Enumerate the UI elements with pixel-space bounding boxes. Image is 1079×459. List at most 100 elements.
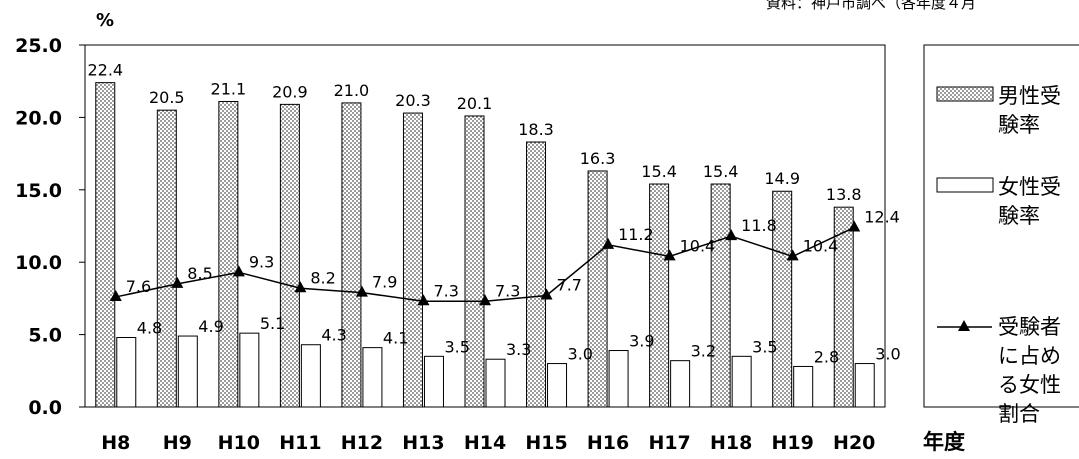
ratio-marker [109, 289, 122, 301]
ratio-marker [232, 265, 245, 277]
legend-frame [923, 44, 1079, 408]
ratio-marker [663, 249, 676, 261]
x-tick-label: H20 [833, 432, 875, 454]
ratio-value-label: 10.4 [680, 236, 716, 255]
ratio-value-label: 8.2 [310, 268, 335, 287]
male-bar [341, 102, 362, 408]
female-value-label: 3.3 [506, 340, 531, 359]
source-note: 資料：神戸市調べ（各年度４月 [766, 0, 976, 12]
x-tick-label: H13 [402, 432, 444, 454]
female-value-label: 4.3 [321, 326, 346, 345]
male-bar [95, 82, 116, 408]
female-value-label: 4.1 [383, 329, 408, 348]
plot-area [84, 44, 886, 408]
male-bar [526, 141, 547, 408]
ratio-value-label: 7.7 [557, 276, 582, 295]
female-value-label: 3.5 [752, 337, 777, 356]
female-bar [793, 365, 814, 408]
male-value-label: 16.3 [580, 149, 616, 168]
x-tick-label: H14 [464, 432, 506, 454]
ratio-value-label: 7.9 [372, 273, 397, 292]
legend-label-ratio: 受験者に占める女性割合 [998, 315, 1061, 426]
y-unit-label: % [96, 10, 114, 31]
data-labels: 22.4 20.5 21.1 20.9 21.0 20.3 20.1 18.3 16.3 15.4… [87, 61, 900, 367]
female-bar [362, 347, 383, 408]
male-value-label: 15.4 [703, 162, 739, 181]
ratio-value-label: 8.5 [187, 264, 212, 283]
male-value-label: 20.3 [395, 91, 431, 110]
ratio-value-label: 10.4 [803, 236, 839, 255]
y-axis: 0.0 5.0 10.0 15.0 20.0 25.0 [15, 35, 85, 419]
legend-label-female: 女性受験率 [998, 175, 1061, 228]
x-axis: H8 H9 H10 H11 H12 H13 H14 H15 H16 H17 H18 H19 H20 [101, 432, 875, 454]
female-bars [116, 332, 875, 408]
x-tick-label: H19 [772, 432, 814, 454]
legend: 男性受験率 女性受験率 受験者に占める女性割合 [923, 44, 1079, 426]
female-bar [239, 332, 260, 408]
ratio-value-label: 9.3 [249, 252, 274, 271]
male-value-label: 21.1 [211, 79, 247, 98]
ratio-marker [294, 281, 307, 293]
y-tick-label: 20.0 [15, 107, 62, 129]
ratio-value-label: 7.6 [126, 277, 151, 296]
female-bar [485, 358, 506, 408]
ratio-marker [355, 285, 368, 297]
female-bar [731, 355, 752, 408]
ratio-marker [602, 237, 615, 249]
female-bar [608, 350, 629, 408]
legend-label-male: 男性受験率 [998, 84, 1061, 137]
female-value-label: 4.8 [137, 318, 162, 337]
x-tick-label: H15 [525, 432, 567, 454]
ratio-marker [540, 288, 553, 300]
ratio-marker [725, 229, 738, 241]
male-bars [95, 82, 854, 408]
legend-swatch-female [936, 177, 994, 193]
female-bar [670, 360, 691, 408]
male-value-label: 13.8 [826, 185, 862, 204]
male-value-label: 20.1 [457, 94, 493, 113]
female-ratio-line [109, 220, 861, 306]
male-value-label: 14.9 [764, 169, 800, 188]
female-bar [177, 335, 198, 408]
legend-swatch-male [936, 86, 994, 102]
female-value-label: 4.9 [198, 317, 223, 336]
female-value-label: 3.9 [629, 332, 654, 351]
x-tick-label: H11 [279, 432, 321, 454]
female-value-label: 3.0 [875, 345, 900, 364]
x-tick-label: H9 [163, 432, 192, 454]
male-value-label: 20.9 [272, 82, 308, 101]
male-value-label: 22.4 [87, 61, 123, 80]
ratio-marker [417, 294, 430, 306]
female-bar [547, 363, 568, 408]
male-bar [464, 115, 485, 408]
x-tick-label: H12 [341, 432, 383, 454]
female-value-label: 3.0 [568, 345, 593, 364]
ratio-value-label: 11.2 [618, 225, 654, 244]
female-value-label: 3.2 [691, 342, 716, 361]
male-bar [772, 190, 793, 408]
male-bar [218, 100, 239, 408]
male-bar [156, 109, 177, 408]
male-bar [710, 183, 731, 408]
male-bar [587, 170, 608, 408]
male-value-label: 18.3 [518, 120, 554, 139]
male-bar [402, 112, 423, 408]
ratio-value-label: 11.8 [741, 216, 777, 235]
male-value-label: 21.0 [334, 81, 370, 100]
ratio-marker [479, 294, 491, 306]
ratio-marker [171, 276, 184, 288]
y-tick-label: 15.0 [15, 180, 62, 202]
male-bar [833, 206, 854, 408]
ratio-marker [786, 249, 799, 261]
female-value-label: 5.1 [260, 314, 285, 333]
x-tick-label: H10 [218, 432, 260, 454]
female-value-label: 2.8 [814, 347, 839, 366]
x-axis-title: 年度 [923, 430, 965, 454]
y-tick-label: 5.0 [28, 325, 62, 347]
male-value-label: 15.4 [641, 162, 677, 181]
ratio-marker [848, 220, 861, 232]
female-bar [300, 344, 321, 408]
x-tick-label: H17 [648, 432, 690, 454]
x-tick-label: H18 [710, 432, 752, 454]
